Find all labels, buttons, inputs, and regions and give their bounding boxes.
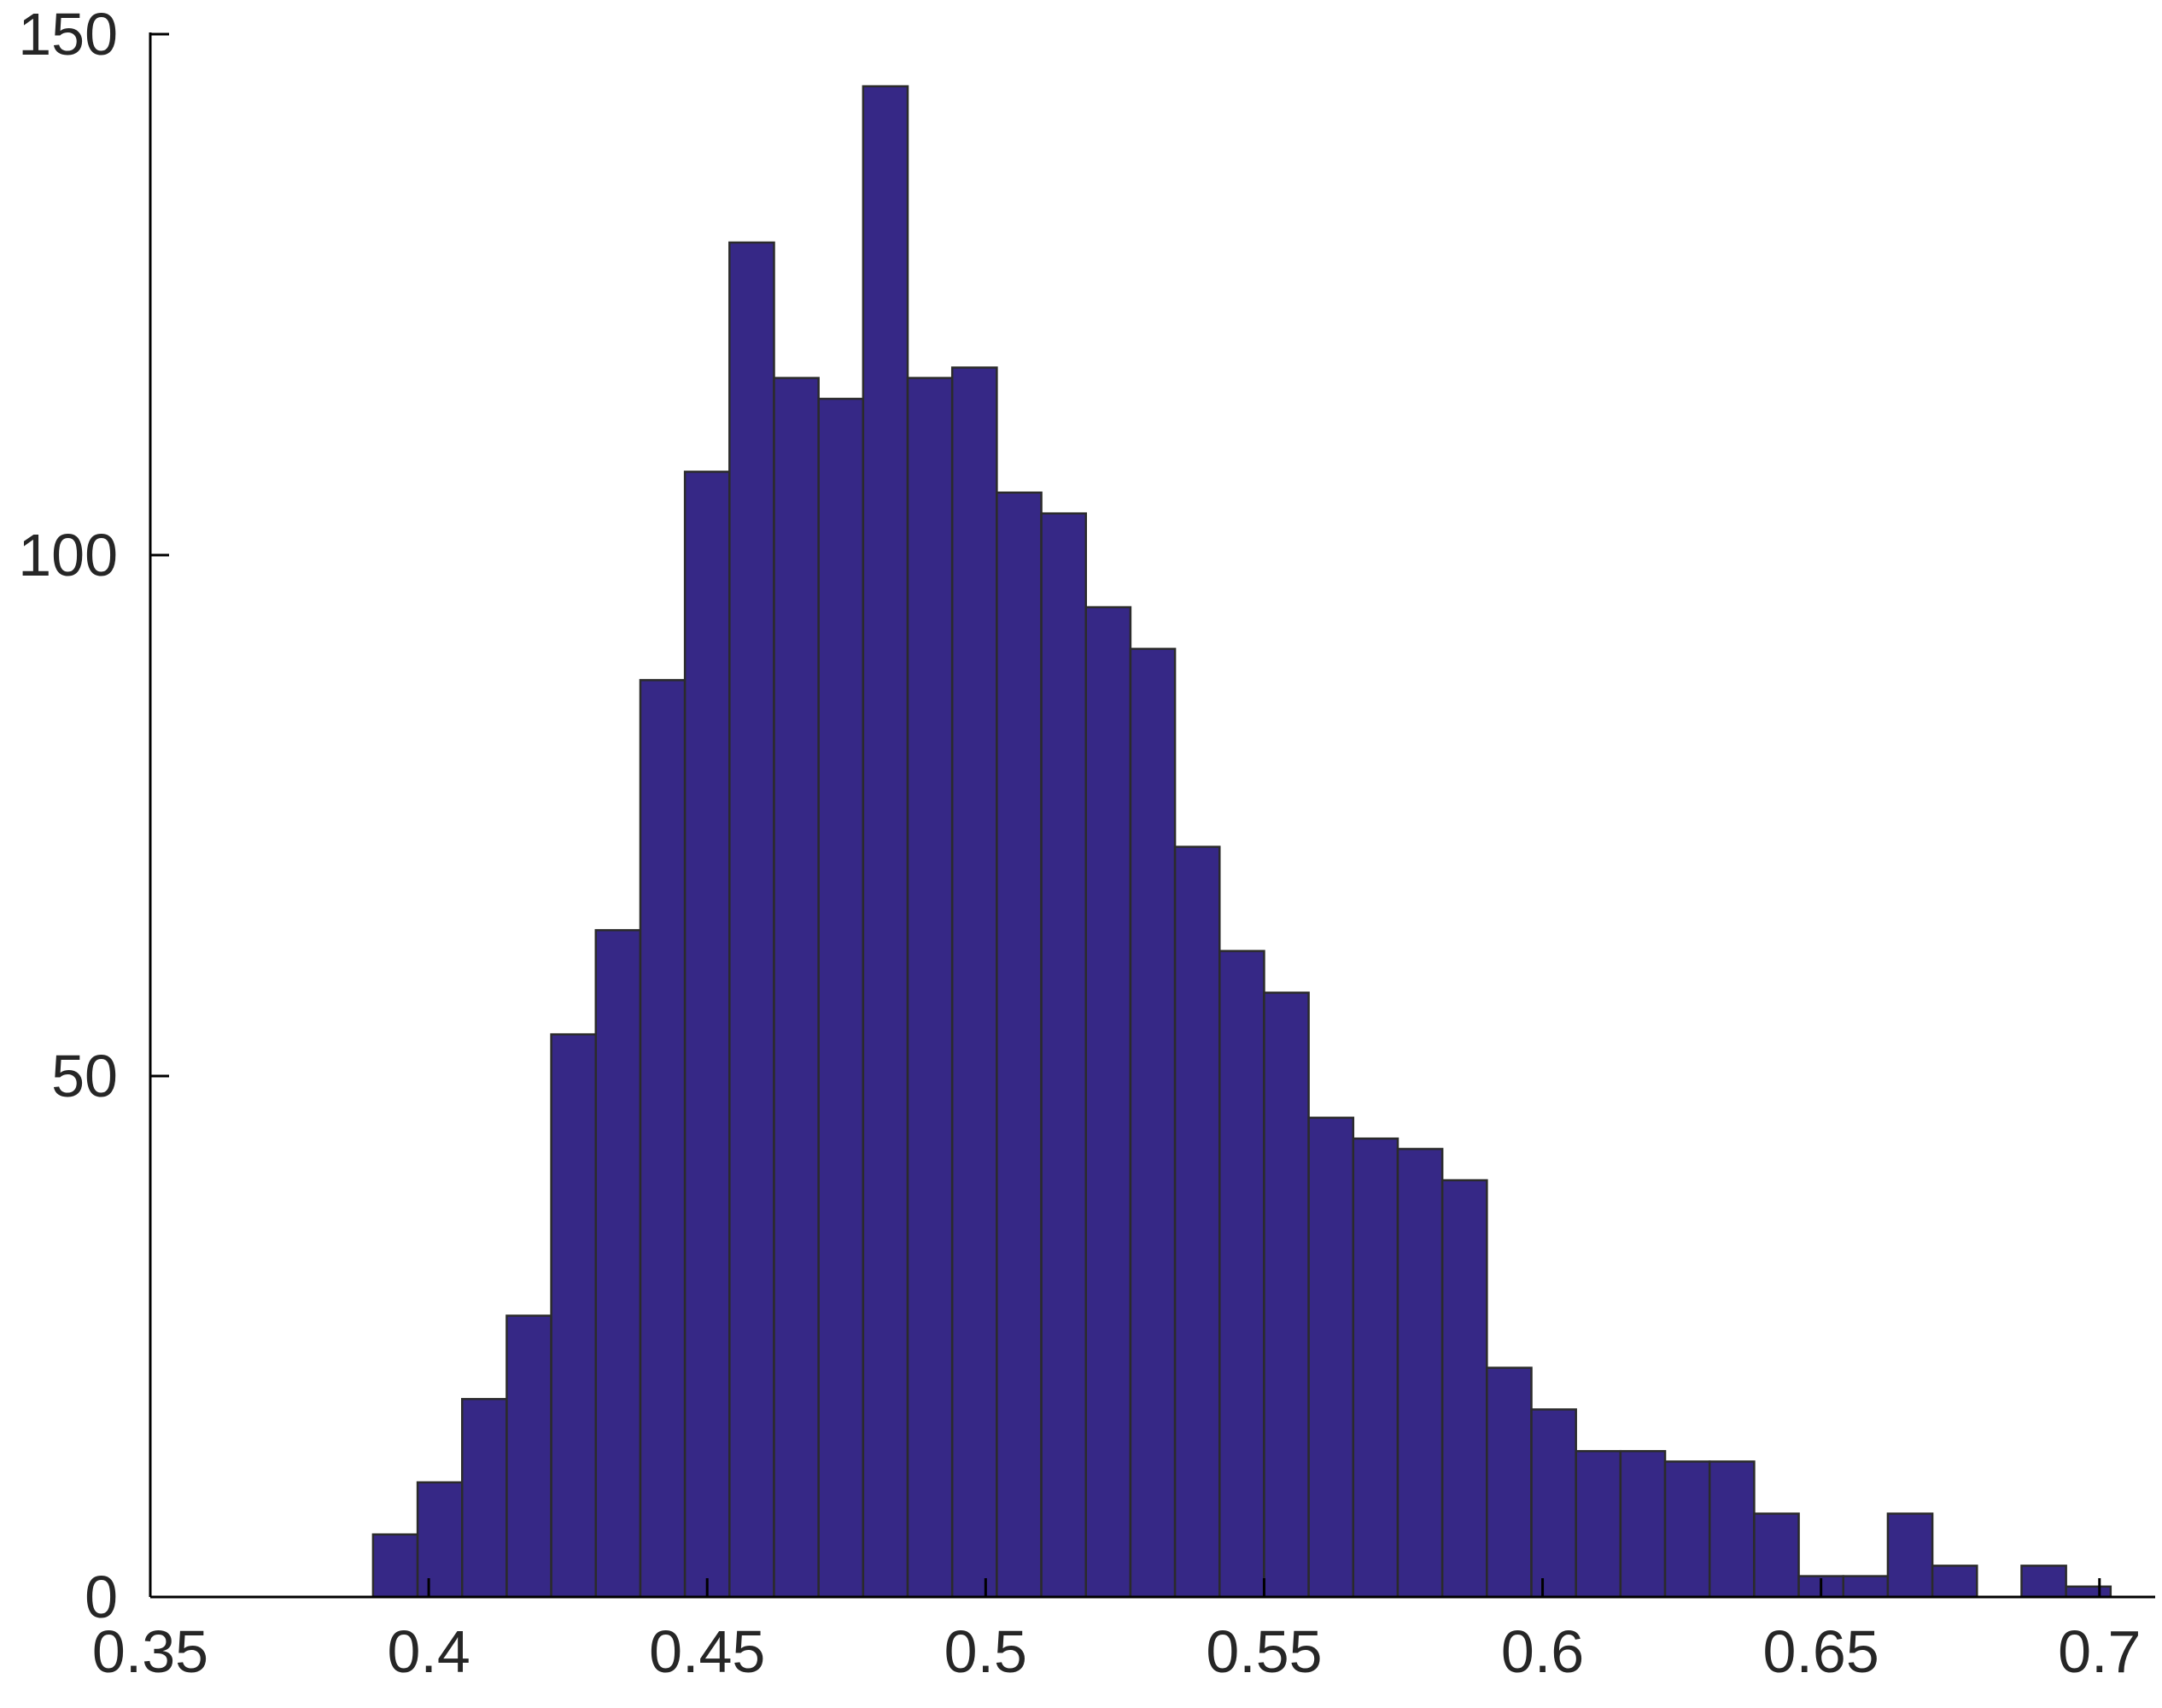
- histogram-bar: [594, 928, 642, 1599]
- x-tick-label: 0.5: [944, 1618, 1027, 1685]
- histogram-bar: [1307, 1116, 1355, 1599]
- histogram-bar: [505, 1314, 552, 1599]
- histogram-bar: [1530, 1408, 1577, 1599]
- histogram-bar: [1084, 605, 1132, 1599]
- histogram-bar: [639, 679, 687, 1599]
- histogram-bar: [1173, 845, 1221, 1599]
- histogram-bar: [460, 1397, 508, 1599]
- histogram-bar: [773, 377, 820, 1599]
- histogram-bar: [1040, 512, 1087, 1599]
- histogram-bar: [1619, 1449, 1667, 1599]
- histogram-bar: [1575, 1449, 1622, 1599]
- histogram-bar: [371, 1533, 419, 1599]
- histogram-bar: [1663, 1460, 1711, 1599]
- histogram-bar: [416, 1481, 464, 1599]
- x-tick-label: 0.45: [649, 1618, 765, 1685]
- histogram-bar: [1842, 1575, 1890, 1599]
- histogram-bar: [2065, 1585, 2112, 1599]
- histogram-bar: [1886, 1512, 1934, 1599]
- y-tick-label: 100: [18, 522, 118, 588]
- histogram-bar: [728, 241, 775, 1599]
- y-tick-label: 0: [85, 1564, 118, 1630]
- histogram-bar: [1218, 950, 1265, 1599]
- histogram-bar: [2020, 1565, 2067, 1599]
- x-tick-label: 0.6: [1501, 1618, 1584, 1685]
- histogram-bar: [1753, 1512, 1800, 1599]
- histogram-bar: [906, 377, 954, 1599]
- histogram-bar: [862, 85, 909, 1599]
- x-tick-label: 0.65: [1763, 1618, 1879, 1685]
- histogram-bar: [683, 471, 731, 1599]
- histogram-bar: [1263, 991, 1310, 1599]
- x-tick-label: 0.7: [2058, 1618, 2141, 1685]
- histogram-bar: [996, 491, 1043, 1599]
- histogram-bar: [1352, 1137, 1399, 1599]
- histogram-bar: [1396, 1148, 1444, 1599]
- histogram-bar: [1129, 647, 1177, 1599]
- histogram-bar: [1708, 1460, 1756, 1599]
- histogram-bar: [817, 397, 865, 1599]
- histogram-bar: [1440, 1179, 1488, 1599]
- bars-layer: [371, 85, 2112, 1599]
- histogram-bar: [1931, 1565, 1978, 1599]
- x-tick-label: 0.35: [92, 1618, 208, 1685]
- histogram-bar: [550, 1032, 598, 1599]
- ticks-layer: 0.35 0.4 0.45 0.5 0.55 0.6 0.65 0.7 0 50 100 150: [18, 1, 2141, 1685]
- histogram-bar: [1486, 1366, 1533, 1599]
- histogram-bar: [950, 366, 998, 1599]
- y-tick-label: 50: [51, 1043, 118, 1109]
- x-tick-label: 0.4: [387, 1618, 470, 1685]
- y-tick-label: 150: [18, 1, 118, 67]
- x-tick-label: 0.55: [1206, 1618, 1322, 1685]
